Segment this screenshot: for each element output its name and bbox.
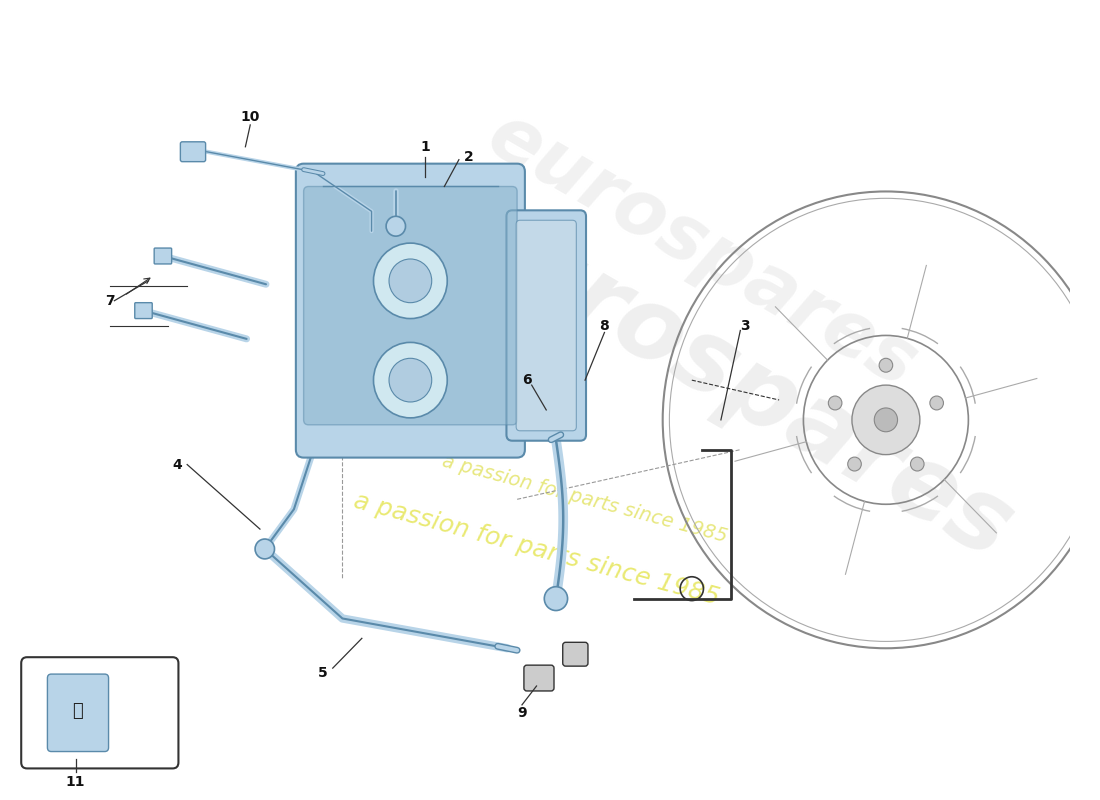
Circle shape	[255, 539, 275, 559]
Text: eurospares: eurospares	[474, 98, 930, 404]
Text: 2: 2	[464, 150, 473, 164]
Text: 11: 11	[66, 775, 86, 790]
Text: 8: 8	[600, 318, 609, 333]
FancyBboxPatch shape	[135, 302, 152, 318]
Circle shape	[374, 342, 448, 418]
Circle shape	[930, 396, 944, 410]
Circle shape	[389, 358, 431, 402]
Text: 5: 5	[318, 666, 328, 680]
Text: a passion for parts since 1985: a passion for parts since 1985	[351, 489, 722, 610]
Text: a passion for parts since 1985: a passion for parts since 1985	[440, 452, 729, 546]
Circle shape	[374, 243, 448, 318]
FancyBboxPatch shape	[304, 186, 517, 425]
Text: 7: 7	[104, 294, 114, 308]
Circle shape	[544, 586, 568, 610]
Text: 🐴: 🐴	[73, 702, 82, 720]
FancyBboxPatch shape	[524, 665, 554, 691]
Circle shape	[848, 457, 861, 471]
Circle shape	[851, 385, 920, 454]
Text: 1: 1	[420, 140, 430, 154]
FancyBboxPatch shape	[21, 658, 178, 769]
Circle shape	[874, 408, 898, 432]
Text: 4: 4	[173, 458, 183, 471]
FancyBboxPatch shape	[180, 142, 206, 162]
FancyBboxPatch shape	[154, 248, 172, 264]
Circle shape	[879, 358, 893, 372]
Text: 10: 10	[241, 110, 260, 124]
Circle shape	[911, 457, 924, 471]
FancyBboxPatch shape	[47, 674, 109, 751]
Circle shape	[386, 216, 406, 236]
Text: 9: 9	[517, 706, 527, 720]
Text: 3: 3	[740, 318, 750, 333]
FancyBboxPatch shape	[506, 210, 586, 441]
Text: eurospares: eurospares	[432, 180, 1028, 580]
Text: 6: 6	[522, 373, 531, 387]
FancyBboxPatch shape	[563, 642, 589, 666]
Circle shape	[389, 259, 431, 302]
Circle shape	[828, 396, 842, 410]
FancyBboxPatch shape	[296, 164, 525, 458]
FancyBboxPatch shape	[516, 220, 576, 430]
